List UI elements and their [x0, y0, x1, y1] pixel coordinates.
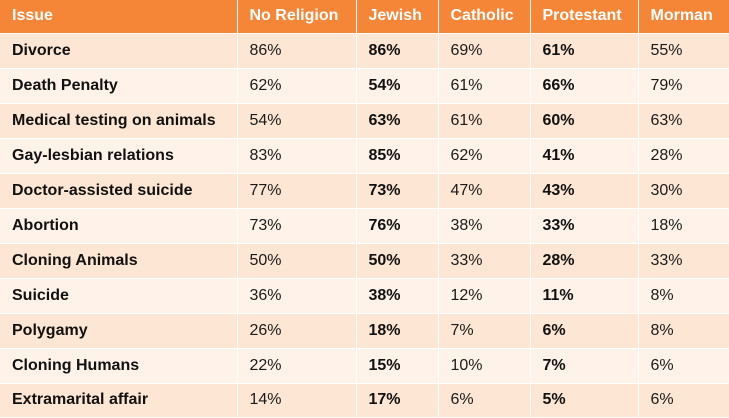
cell-morman: 33%: [638, 243, 729, 279]
cell-catholic: 61%: [438, 68, 531, 104]
row-label-issue: Suicide: [0, 278, 238, 314]
cell-protestant: 41%: [530, 138, 639, 174]
cell-jewish: 38%: [356, 278, 439, 314]
row-label-issue: Abortion: [0, 208, 238, 244]
cell-jewish: 63%: [356, 103, 439, 139]
column-header-no-religion: No Religion: [237, 0, 357, 34]
cell-catholic: 38%: [438, 208, 531, 244]
cell-no-religion: 62%: [237, 68, 357, 104]
cell-jewish: 76%: [356, 208, 439, 244]
cell-morman: 8%: [638, 278, 729, 314]
cell-protestant: 6%: [530, 313, 639, 349]
cell-no-religion: 54%: [237, 103, 357, 139]
cell-no-religion: 36%: [237, 278, 357, 314]
table-row: Gay-lesbian relations 83% 85% 62% 41% 28%: [0, 138, 729, 174]
cell-morman: 8%: [638, 313, 729, 349]
cell-morman: 6%: [638, 383, 729, 418]
cell-jewish: 50%: [356, 243, 439, 279]
cell-protestant: 33%: [530, 208, 639, 244]
cell-jewish: 17%: [356, 383, 439, 418]
table-row: Abortion 73% 76% 38% 33% 18%: [0, 208, 729, 244]
cell-jewish: 18%: [356, 313, 439, 349]
row-label-issue: Death Penalty: [0, 68, 238, 104]
cell-catholic: 10%: [438, 348, 531, 384]
table-row: Cloning Animals 50% 50% 33% 28% 33%: [0, 243, 729, 279]
cell-no-religion: 26%: [237, 313, 357, 349]
cell-jewish: 86%: [356, 33, 439, 69]
cell-no-religion: 86%: [237, 33, 357, 69]
cell-catholic: 12%: [438, 278, 531, 314]
row-label-issue: Cloning Animals: [0, 243, 238, 279]
row-label-issue: Polygamy: [0, 313, 238, 349]
cell-catholic: 47%: [438, 173, 531, 209]
column-header-morman: Morman: [638, 0, 729, 34]
table-row: Suicide 36% 38% 12% 11% 8%: [0, 278, 729, 314]
cell-protestant: 61%: [530, 33, 639, 69]
cell-morman: 30%: [638, 173, 729, 209]
column-header-catholic: Catholic: [438, 0, 531, 34]
cell-catholic: 6%: [438, 383, 531, 418]
cell-protestant: 66%: [530, 68, 639, 104]
cell-morman: 55%: [638, 33, 729, 69]
cell-no-religion: 73%: [237, 208, 357, 244]
row-label-issue: Doctor-assisted suicide: [0, 173, 238, 209]
column-header-protestant: Protestant: [530, 0, 639, 34]
cell-protestant: 5%: [530, 383, 639, 418]
cell-catholic: 33%: [438, 243, 531, 279]
table-row: Divorce 86% 86% 69% 61% 55%: [0, 33, 729, 69]
row-label-issue: Divorce: [0, 33, 238, 69]
cell-protestant: 60%: [530, 103, 639, 139]
table-row: Cloning Humans 22% 15% 10% 7% 6%: [0, 348, 729, 384]
cell-no-religion: 50%: [237, 243, 357, 279]
header-row: Issue No Religion Jewish Catholic Protes…: [0, 0, 729, 34]
cell-morman: 28%: [638, 138, 729, 174]
cell-morman: 63%: [638, 103, 729, 139]
cell-protestant: 7%: [530, 348, 639, 384]
cell-protestant: 43%: [530, 173, 639, 209]
cell-jewish: 54%: [356, 68, 439, 104]
cell-catholic: 62%: [438, 138, 531, 174]
table-row: Medical testing on animals 54% 63% 61% 60% 63…: [0, 103, 729, 139]
cell-catholic: 61%: [438, 103, 531, 139]
cell-morman: 6%: [638, 348, 729, 384]
row-label-issue: Medical testing on animals: [0, 103, 238, 139]
table-header: Issue No Religion Jewish Catholic Protes…: [0, 0, 729, 34]
cell-jewish: 85%: [356, 138, 439, 174]
table-body: Divorce 86% 86% 69% 61% 55% Death Penalty 62% 54…: [0, 33, 729, 418]
cell-catholic: 69%: [438, 33, 531, 69]
cell-morman: 18%: [638, 208, 729, 244]
column-header-jewish: Jewish: [356, 0, 439, 34]
table-row: Death Penalty 62% 54% 61% 66% 79%: [0, 68, 729, 104]
table-row: Polygamy 26% 18% 7% 6% 8%: [0, 313, 729, 349]
column-header-issue: Issue: [0, 0, 238, 34]
cell-morman: 79%: [638, 68, 729, 104]
cell-no-religion: 77%: [237, 173, 357, 209]
cell-catholic: 7%: [438, 313, 531, 349]
table-row: Extramarital affair 14% 17% 6% 5% 6%: [0, 383, 729, 418]
row-label-issue: Extramarital affair: [0, 383, 238, 418]
cell-jewish: 73%: [356, 173, 439, 209]
table-row: Doctor-assisted suicide 77% 73% 47% 43% 30%: [0, 173, 729, 209]
cell-jewish: 15%: [356, 348, 439, 384]
row-label-issue: Gay-lesbian relations: [0, 138, 238, 174]
cell-no-religion: 83%: [237, 138, 357, 174]
cell-no-religion: 22%: [237, 348, 357, 384]
row-label-issue: Cloning Humans: [0, 348, 238, 384]
cell-protestant: 28%: [530, 243, 639, 279]
cell-protestant: 11%: [530, 278, 639, 314]
cell-no-religion: 14%: [237, 383, 357, 418]
